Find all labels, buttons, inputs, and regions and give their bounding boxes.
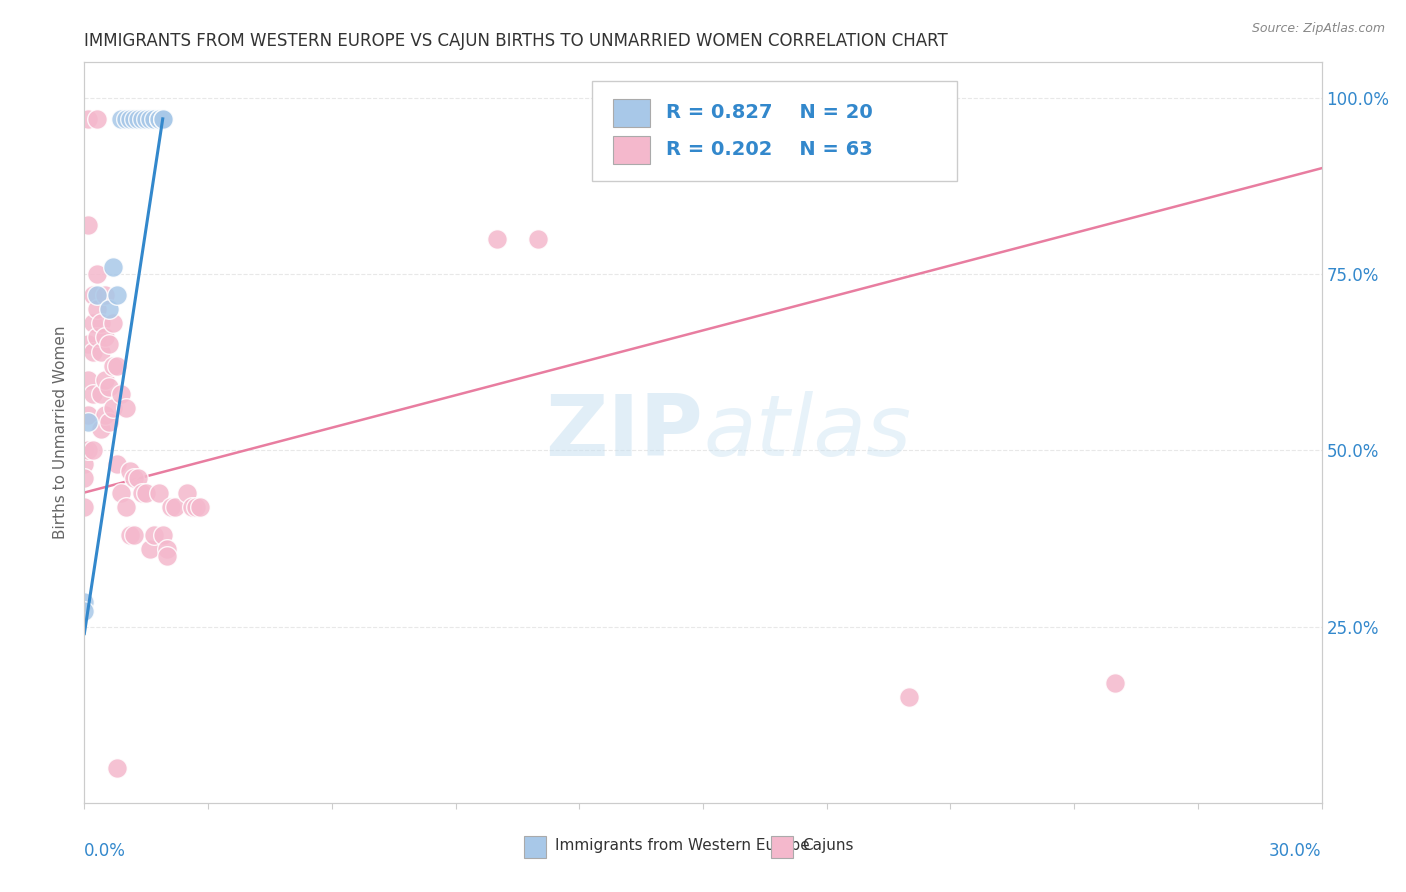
Text: IMMIGRANTS FROM WESTERN EUROPE VS CAJUN BIRTHS TO UNMARRIED WOMEN CORRELATION CH: IMMIGRANTS FROM WESTERN EUROPE VS CAJUN … [84,32,948,50]
Point [82,443,104,458]
Point [152,528,174,542]
Point [184,500,207,514]
Point [77,373,100,387]
Point [82,387,104,401]
Point [118,464,141,478]
Point [114,500,136,514]
Point [82,344,104,359]
Point [127,471,149,485]
Point [90,316,112,330]
Point [98,337,121,351]
Point [77,337,100,351]
Point [152,112,174,126]
Point [139,541,162,556]
Point [1104,676,1126,690]
Point [122,471,145,485]
Point [86,302,108,317]
Point [527,232,550,246]
Point [485,232,508,246]
Point [90,344,112,359]
Text: atlas: atlas [703,391,911,475]
Text: ZIP: ZIP [546,391,703,475]
Point [103,260,125,274]
Point [86,330,108,344]
Point [110,485,132,500]
FancyBboxPatch shape [592,81,956,181]
Point [188,500,211,514]
Point [82,316,104,330]
Text: R = 0.827    N = 20: R = 0.827 N = 20 [666,103,873,122]
FancyBboxPatch shape [770,836,793,858]
Point [148,112,170,126]
Point [127,112,149,126]
Point [82,288,104,302]
Point [165,500,187,514]
Point [73,443,96,458]
Point [122,528,145,542]
Point [118,528,141,542]
Point [143,528,166,542]
Point [77,408,100,422]
Point [180,500,202,514]
Point [73,604,96,618]
Point [160,500,183,514]
Point [176,485,198,500]
Point [98,302,121,317]
Point [77,218,100,232]
Text: Source: ZipAtlas.com: Source: ZipAtlas.com [1251,22,1385,36]
Point [94,288,117,302]
Point [135,485,157,500]
Text: Cajuns: Cajuns [801,838,853,854]
Point [118,112,141,126]
Point [135,112,157,126]
Point [103,316,125,330]
Point [122,112,145,126]
Point [77,443,100,458]
Point [143,112,166,126]
Point [131,112,153,126]
Point [139,112,162,126]
Point [98,380,121,394]
Point [86,267,108,281]
Point [114,401,136,415]
FancyBboxPatch shape [613,136,650,164]
Point [114,112,136,126]
Y-axis label: Births to Unmarried Women: Births to Unmarried Women [53,326,69,540]
Point [131,485,153,500]
Point [110,112,132,126]
Point [90,422,112,436]
Point [148,485,170,500]
Point [98,415,121,429]
Point [105,458,128,472]
Point [156,549,179,563]
Point [105,760,128,774]
Text: 0.0%: 0.0% [84,842,127,860]
Point [86,288,108,302]
FancyBboxPatch shape [613,99,650,127]
Text: R = 0.202    N = 63: R = 0.202 N = 63 [666,140,873,160]
Point [103,401,125,415]
Point [73,500,96,514]
Point [148,112,170,126]
Point [105,288,128,302]
Text: 30.0%: 30.0% [1270,842,1322,860]
Point [152,112,174,126]
Point [94,330,117,344]
Point [86,112,108,126]
Point [90,387,112,401]
Point [73,471,96,485]
Point [73,595,96,609]
Point [94,373,117,387]
FancyBboxPatch shape [523,836,546,858]
Point [77,415,100,429]
Point [94,408,117,422]
Point [73,458,96,472]
Point [105,359,128,373]
Point [898,690,921,704]
Point [156,541,179,556]
Point [103,359,125,373]
Text: Immigrants from Western Europe: Immigrants from Western Europe [554,838,810,854]
Point [110,387,132,401]
Point [77,112,100,126]
